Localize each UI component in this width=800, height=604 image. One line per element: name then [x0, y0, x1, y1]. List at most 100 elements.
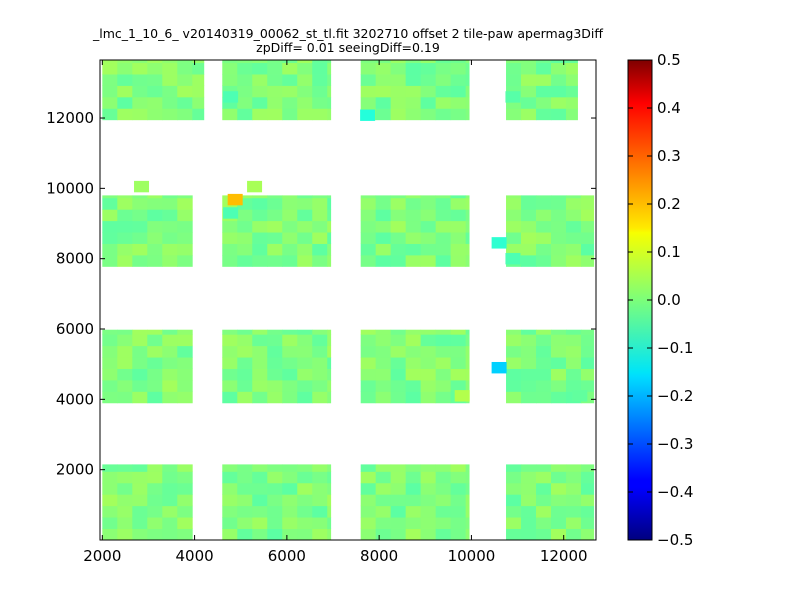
heatmap-cell: [551, 368, 567, 381]
heatmap-cell: [282, 195, 298, 199]
heatmap-cell: [390, 464, 407, 472]
heatmap-cell: [566, 220, 582, 233]
heatmap-cell: [465, 195, 470, 199]
heatmap-cell: [162, 471, 178, 484]
heatmap-cell: [267, 368, 283, 381]
heatmap-cell: [222, 345, 238, 358]
heatmap-cell: [297, 517, 313, 529]
heatmap-cell: [117, 464, 133, 472]
heatmap-cell: [360, 494, 377, 507]
heatmap-cell: [147, 464, 163, 472]
heatmap-cell: [581, 195, 595, 199]
heatmap-cell: [237, 62, 253, 75]
heatmap-cell-outlier: [491, 361, 507, 374]
heatmap-cell: [117, 357, 133, 369]
heatmap-cell: [390, 195, 407, 199]
heatmap-cell: [102, 220, 118, 233]
heatmap-cell: [327, 517, 332, 529]
heatmap-cell: [435, 391, 452, 404]
heatmap-cell: [521, 517, 537, 529]
heatmap-cell: [551, 62, 567, 75]
heatmap-cell: [435, 345, 452, 358]
heatmap-cell: [297, 380, 313, 392]
heatmap-cell: [420, 517, 437, 529]
heatmap-cell: [117, 209, 133, 222]
heatmap-cell: [147, 368, 163, 381]
heatmap-cell: [282, 380, 298, 392]
colorbar-tick-label: 0.0: [657, 291, 681, 309]
heatmap-cell: [177, 329, 193, 335]
heatmap-cell: [566, 254, 582, 267]
heatmap-cell: [252, 108, 268, 121]
heatmap-cell: [102, 232, 118, 244]
heatmap-cell: [282, 471, 298, 484]
heatmap-cell: [390, 60, 407, 64]
heatmap-cell: [581, 482, 595, 495]
heatmap-cell: [521, 96, 537, 109]
heatmap-cell: [102, 74, 118, 86]
heatmap-cell: [102, 345, 118, 358]
heatmap-cell: [465, 345, 470, 358]
heatmap-cell: [551, 85, 567, 98]
heatmap-cell: [282, 243, 298, 256]
heatmap-cell: [450, 368, 467, 381]
heatmap-cell: [420, 62, 437, 75]
heatmap-cell: [465, 60, 470, 64]
heatmap-cell: [405, 494, 422, 507]
heatmap-cell: [420, 197, 437, 210]
heatmap-cell: [237, 357, 253, 369]
heatmap-cell: [420, 243, 437, 256]
heatmap-cell: [450, 505, 467, 518]
heatmap-cell: [506, 471, 522, 484]
colorbar-tick-label: −0.1: [657, 339, 693, 357]
heatmap-cell: [536, 357, 552, 369]
heatmap-cell: [390, 220, 407, 233]
heatmap-cell: [102, 528, 118, 541]
heatmap-cell: [435, 505, 452, 518]
heatmap-cell: [297, 108, 313, 121]
heatmap-cell: [132, 108, 148, 121]
heatmap-cell: [252, 254, 268, 267]
heatmap-cell: [405, 96, 422, 109]
heatmap-cell: [390, 494, 407, 507]
heatmap-cell: [132, 380, 148, 392]
heatmap-cell: [360, 528, 377, 541]
heatmap-cell: [465, 528, 470, 541]
heatmap-cell: [297, 195, 313, 199]
heatmap-cell: [390, 380, 407, 392]
heatmap-cell: [117, 345, 133, 358]
heatmap-cell: [327, 482, 332, 495]
heatmap-cell: [536, 380, 552, 392]
heatmap-cell: [252, 197, 268, 210]
heatmap-cell: [506, 108, 522, 121]
heatmap-cell: [282, 96, 298, 109]
heatmap-cell: [521, 329, 537, 335]
heatmap-cell: [117, 528, 133, 541]
heatmap-cell: [551, 96, 567, 109]
heatmap-cell: [102, 85, 118, 98]
heatmap-cell: [566, 505, 582, 518]
heatmap-cell: [435, 464, 452, 472]
heatmap-cell: [506, 505, 522, 518]
heatmap-cell: [420, 482, 437, 495]
heatmap-cell: [162, 464, 178, 472]
heatmap-cell: [450, 482, 467, 495]
heatmap-cell: [551, 464, 567, 472]
heatmap-cell: [581, 380, 595, 392]
heatmap-cell: [132, 197, 148, 210]
heatmap-cell: [521, 505, 537, 518]
heatmap-cell: [450, 209, 467, 222]
heatmap-cell: [297, 60, 313, 64]
heatmap-cell: [312, 108, 328, 121]
heatmap-cell: [222, 368, 238, 381]
heatmap-cell: [405, 62, 422, 75]
heatmap-cell: [536, 517, 552, 529]
heatmap-cell: [162, 60, 178, 64]
heatmap-cell: [312, 232, 328, 244]
heatmap-cell: [297, 254, 313, 267]
heatmap-cell: [566, 368, 582, 381]
heatmap-cell: [252, 517, 268, 529]
heatmap-cell: [327, 197, 332, 210]
heatmap-cell: [177, 334, 193, 347]
